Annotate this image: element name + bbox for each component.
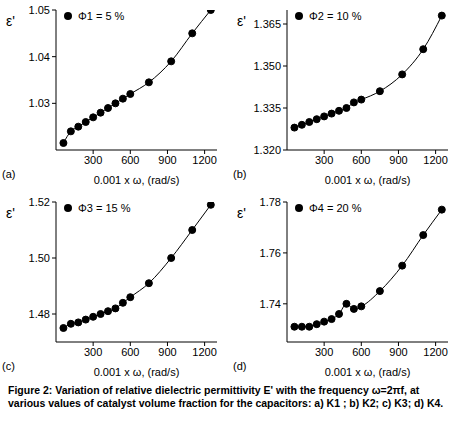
svg-text:1.03: 1.03 [29, 97, 50, 109]
svg-text:1.48: 1.48 [29, 308, 50, 320]
html-text:Φ1 = 5 %: Φ1 = 5 % [78, 10, 125, 22]
svg-text:300: 300 [84, 154, 102, 166]
html-text:ε': ε' [6, 205, 15, 221]
svg-text:900: 900 [389, 154, 407, 166]
svg-text:1200: 1200 [192, 346, 216, 358]
svg-text:1.335: 1.335 [253, 102, 281, 114]
html-text:(b): (b) [233, 168, 247, 180]
svg-text:1.04: 1.04 [29, 51, 50, 63]
svg-text:0.001 x ω, (rad/s): 0.001 x ω, (rad/s) [94, 366, 180, 378]
svg-text:900: 900 [158, 346, 176, 358]
svg-text:900: 900 [158, 154, 176, 166]
svg-text:600: 600 [121, 346, 139, 358]
html-text:Φ4 = 20 %: Φ4 = 20 % [309, 202, 362, 214]
html-text:(a): (a) [2, 168, 16, 180]
svg-text:600: 600 [352, 346, 370, 358]
html-text:ε': ε' [237, 205, 246, 221]
svg-text:0.001 x ω, (rad/s): 0.001 x ω, (rad/s) [94, 174, 180, 186]
svg-text:1.05: 1.05 [29, 4, 50, 16]
svg-text:1200: 1200 [423, 154, 447, 166]
svg-text:1.76: 1.76 [260, 247, 281, 259]
html-text:Figure 2: Variation of relativ: Figure 2: Variation of relative dielectr… [8, 384, 444, 409]
svg-text:300: 300 [315, 346, 333, 358]
html-text:ε': ε' [6, 13, 15, 29]
svg-text:1.74: 1.74 [260, 298, 281, 310]
html-text:(c): (c) [2, 360, 15, 372]
svg-text:1.350: 1.350 [253, 60, 281, 72]
svg-text:1200: 1200 [423, 346, 447, 358]
svg-text:300: 300 [84, 346, 102, 358]
svg-text:1200: 1200 [192, 154, 216, 166]
svg-text:1.50: 1.50 [29, 252, 50, 264]
html-text:Φ2 = 10 %: Φ2 = 10 % [309, 10, 362, 22]
svg-text:1.320: 1.320 [253, 144, 281, 156]
svg-text:900: 900 [389, 346, 407, 358]
svg-text:0.001 x ω, (rad/s): 0.001 x ω, (rad/s) [325, 174, 411, 186]
html-text:Φ3 = 15 %: Φ3 = 15 % [78, 202, 131, 214]
svg-text:0.001 x ω, (rad/s): 0.001 x ω, (rad/s) [325, 366, 411, 378]
html-text:ε': ε' [237, 13, 246, 29]
svg-text:1.78: 1.78 [260, 196, 281, 208]
html-text:(d): (d) [233, 360, 247, 372]
svg-text:300: 300 [315, 154, 333, 166]
svg-text:600: 600 [352, 154, 370, 166]
svg-text:600: 600 [121, 154, 139, 166]
svg-text:1.52: 1.52 [29, 196, 50, 208]
svg-text:1.365: 1.365 [253, 18, 281, 30]
